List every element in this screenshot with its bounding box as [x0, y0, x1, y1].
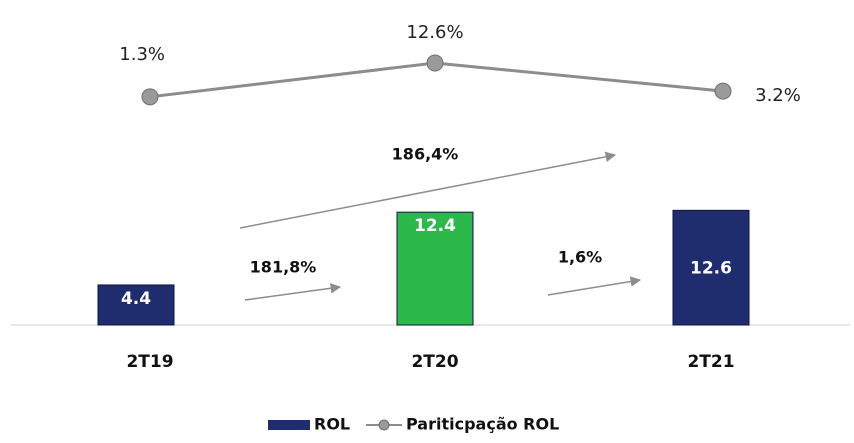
legend-marker	[378, 419, 390, 431]
bar	[672, 209, 750, 326]
x-tick-label: 2T20	[411, 352, 458, 372]
growth-annotation: 181,8%	[250, 258, 317, 277]
line-marker	[141, 88, 159, 106]
legend-label: ROL	[314, 415, 350, 434]
line-marker	[426, 54, 444, 72]
bar-value-label: 4.4	[121, 289, 151, 309]
line-value-label: 3.2%	[755, 85, 801, 106]
bar	[97, 284, 175, 326]
line-marker	[714, 82, 732, 100]
growth-arrow	[244, 283, 342, 301]
bar-value-label: 12.6	[690, 258, 732, 278]
growth-annotation: 186,4%	[392, 145, 459, 164]
x-tick-label: 2T21	[687, 352, 734, 372]
x-tick-label: 2T19	[126, 352, 173, 372]
growth-arrow	[239, 151, 617, 229]
growth-arrow	[547, 276, 642, 296]
bar-value-label: 12.4	[414, 216, 456, 236]
legend-swatch	[268, 420, 310, 430]
line-value-label: 12.6%	[406, 22, 463, 43]
line-value-label: 1.3%	[119, 44, 165, 65]
bar	[396, 211, 474, 326]
legend-label: Pariticpação ROL	[406, 415, 559, 434]
growth-annotation: 1,6%	[558, 248, 602, 267]
